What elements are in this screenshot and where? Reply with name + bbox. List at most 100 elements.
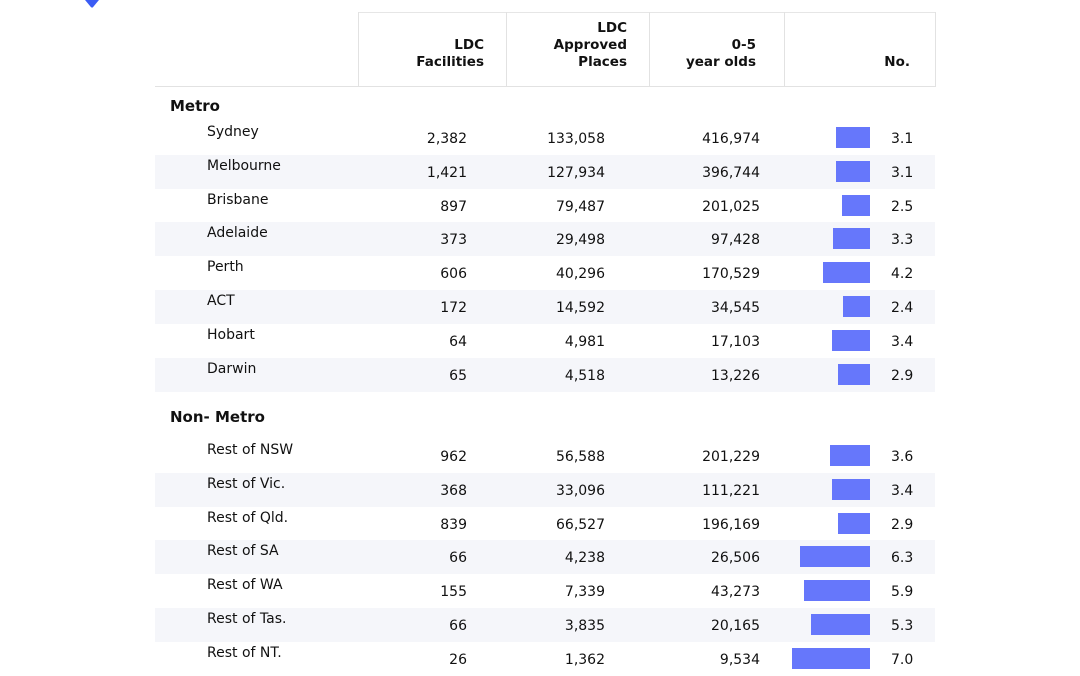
region-name: Rest of Tas.: [207, 611, 287, 627]
facilities-value: 66: [449, 550, 467, 567]
places-value: 29,498: [556, 232, 605, 249]
region-name: Rest of WA: [207, 577, 283, 594]
region-name: Darwin: [207, 360, 257, 377]
header-label-facilities: LDC Facilities: [416, 37, 484, 70]
children-value: 111,221: [702, 482, 760, 499]
ratio-bar: [843, 296, 870, 317]
header-cell-number: No.: [784, 12, 936, 86]
facilities-value: 2,382: [426, 131, 467, 147]
children-value: 416,974: [702, 131, 760, 147]
header-divider: [155, 86, 936, 87]
facilities-value: 65: [449, 367, 467, 384]
table-row: Rest of Qld. 839 66,527 196,169 2.9: [155, 507, 935, 541]
table-row: Rest of NSW 962 56,588 201,229 3.6: [155, 439, 935, 473]
region-name: Hobart: [207, 326, 255, 343]
facilities-value: 26: [449, 651, 467, 668]
facilities-value: 1,421: [426, 164, 467, 181]
ratio-value: 2.4: [891, 300, 914, 316]
facilities-value: 155: [440, 584, 467, 601]
facilities-value: 962: [440, 449, 467, 465]
facilities-value: 368: [440, 482, 467, 499]
places-value: 33,096: [556, 482, 605, 499]
region-name: Adelaide: [207, 225, 268, 242]
children-value: 396,744: [702, 164, 760, 181]
ratio-bar: [804, 580, 870, 602]
places-value: 79,487: [556, 198, 605, 215]
ratio-value: 3.4: [891, 482, 914, 499]
ratio-value: 3.3: [891, 232, 914, 249]
facilities-value: 897: [440, 198, 467, 215]
ratio-bar: [799, 546, 870, 568]
table-row: Hobart 64 4,981 17,103 3.4: [155, 324, 935, 358]
ratio-value: 6.3: [891, 550, 914, 567]
children-value: 170,529: [702, 266, 760, 283]
ratio-bar: [829, 445, 870, 466]
facilities-value: 373: [440, 232, 467, 249]
ratio-value: 3.1: [891, 164, 914, 181]
ratio-value: 2.9: [891, 516, 914, 533]
children-value: 20,165: [711, 618, 760, 634]
table-row: Melbourne 1,421 127,934 396,744 3.1: [155, 154, 935, 189]
children-value: 97,428: [711, 232, 760, 249]
header-cell-children: 0-5 year olds: [649, 12, 784, 86]
header-label-places: LDC Approved Places: [553, 20, 627, 70]
children-value: 17,103: [711, 333, 760, 350]
table-row: Rest of Vic. 368 33,096 111,221 3.4: [155, 472, 935, 507]
table-row: Perth 606 40,296 170,529 4.2: [155, 256, 935, 290]
header-top-strip: [358, 0, 936, 13]
ratio-value: 5.3: [891, 618, 914, 634]
ratio-bar: [823, 262, 870, 284]
table-row: ACT 172 14,592 34,545 2.4: [155, 290, 935, 324]
region-name: Brisbane: [207, 191, 269, 208]
ratio-value: 3.4: [891, 333, 914, 350]
ratio-bar: [832, 329, 870, 351]
places-value: 3,835: [564, 618, 605, 634]
ratio-bar: [842, 194, 870, 216]
places-value: 56,588: [556, 449, 605, 465]
ratio-value: 5.9: [891, 584, 914, 601]
facilities-value: 64: [449, 333, 467, 350]
places-value: 127,934: [547, 164, 605, 181]
table-row: Rest of Tas. 66 3,835 20,165 5.3: [155, 608, 935, 642]
ratio-bar: [832, 478, 870, 500]
ratio-bar: [837, 363, 870, 385]
places-value: 4,981: [564, 333, 605, 350]
facilities-value: 66: [449, 618, 467, 634]
places-value: 40,296: [556, 266, 605, 283]
region-name: Perth: [207, 259, 244, 276]
facilities-value: 172: [440, 300, 467, 316]
places-value: 133,058: [547, 131, 605, 147]
header-label-number: No.: [884, 54, 910, 70]
table-row: Sydney 2,382 133,058 416,974 3.1: [155, 121, 935, 155]
logo-icon: [85, 0, 99, 8]
ratio-bar: [835, 127, 870, 148]
children-value: 26,506: [711, 550, 760, 567]
places-value: 4,518: [564, 367, 605, 384]
table-row: Rest of WA 155 7,339 43,273 5.9: [155, 574, 935, 608]
table-row: Rest of SA 66 4,238 26,506 6.3: [155, 540, 935, 575]
region-name: Rest of Qld.: [207, 509, 289, 526]
ratio-bar: [837, 512, 870, 534]
places-value: 66,527: [556, 516, 605, 533]
facilities-value: 606: [440, 266, 467, 283]
ratio-bar: [835, 160, 870, 182]
children-value: 201,229: [702, 449, 760, 465]
region-name: Rest of Vic.: [207, 475, 286, 492]
ratio-value: 2.5: [891, 198, 914, 215]
places-value: 14,592: [556, 300, 605, 316]
header-cell-places: LDC Approved Places: [506, 12, 649, 86]
ratio-value: 7.0: [891, 651, 914, 668]
ratio-bar: [810, 614, 870, 635]
region-name: ACT: [207, 293, 235, 309]
section-label: Metro: [170, 97, 220, 115]
table-row: Brisbane 897 79,487 201,025 2.5: [155, 189, 935, 223]
places-value: 7,339: [564, 584, 605, 601]
children-value: 34,545: [711, 300, 760, 316]
ratio-value: 3.1: [891, 131, 914, 147]
region-name: Melbourne: [207, 157, 281, 174]
region-name: Sydney: [207, 124, 259, 140]
facilities-value: 839: [440, 516, 467, 533]
ratio-value: 4.2: [891, 266, 914, 283]
children-value: 43,273: [711, 584, 760, 601]
ratio-bar: [792, 647, 870, 669]
